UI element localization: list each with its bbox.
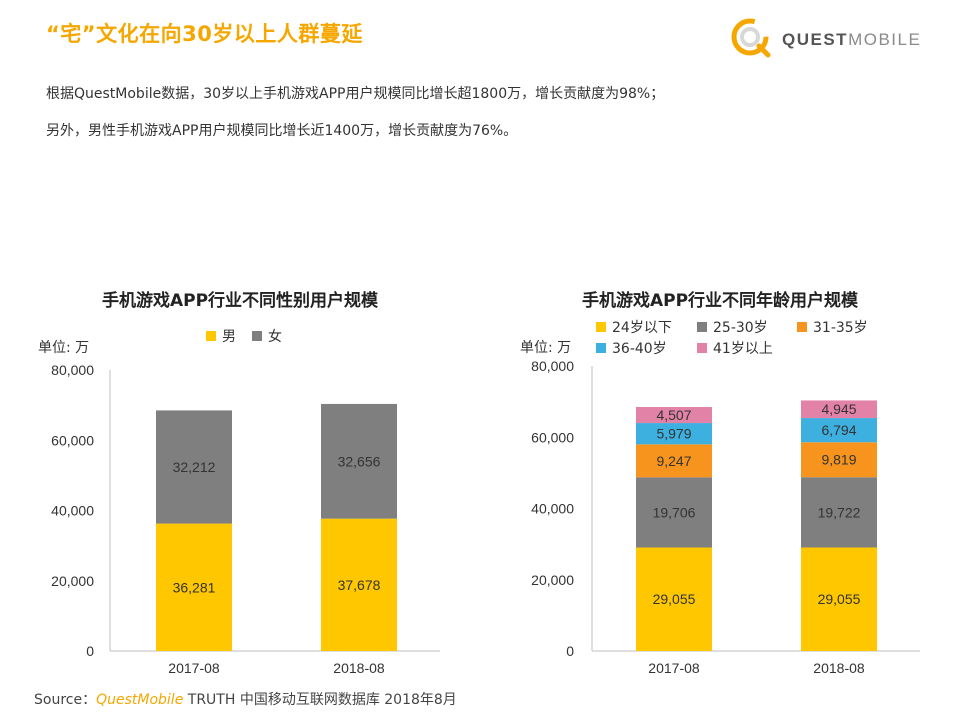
- y-unit-label: 单位: 万: [38, 340, 89, 356]
- source-note: Source：QuestMobile TRUTH 中国移动互联网数据库 2018…: [34, 689, 457, 709]
- y-tick-label: 80,000: [51, 362, 94, 378]
- description-line-1: 根据QuestMobile数据，30岁以上手机游戏APP用户规模同比增长超180…: [46, 86, 665, 102]
- legend-swatch: [697, 322, 707, 332]
- y-tick-label: 20,000: [531, 572, 574, 588]
- chart-title: 手机游戏APP行业不同性别用户规模: [102, 290, 379, 311]
- legend-label: 24岁以下: [612, 320, 672, 336]
- data-label: 32,212: [173, 459, 216, 475]
- data-label: 4,945: [821, 401, 856, 417]
- legend-swatch: [206, 331, 216, 341]
- page-title: “宅”文化在向30岁以上人群蔓延: [46, 22, 363, 46]
- y-tick-label: 60,000: [531, 429, 574, 445]
- data-label: 9,247: [656, 453, 691, 469]
- bar-segment: [636, 406, 712, 424]
- bar-segment: [321, 518, 397, 651]
- bar-segment: [636, 444, 712, 478]
- legend-swatch: [596, 343, 606, 353]
- logo-text-light: MOBILE: [848, 30, 922, 49]
- data-label: 19,722: [818, 504, 861, 520]
- data-label: 36,281: [173, 579, 216, 595]
- legend-swatch: [596, 322, 606, 332]
- legend-label: 31-35岁: [813, 320, 868, 336]
- data-label: 29,055: [818, 591, 861, 607]
- logo-wordmark: QUESTMOBILE: [782, 30, 921, 50]
- bar-segment: [636, 423, 712, 445]
- data-label: 29,055: [653, 591, 696, 607]
- bar-segment: [801, 442, 877, 478]
- y-tick-label: 40,000: [531, 501, 574, 517]
- y-unit-label: 单位: 万: [520, 340, 571, 356]
- x-tick-label: 2017-08: [168, 660, 220, 676]
- y-tick-label: 20,000: [51, 573, 94, 589]
- y-tick-label: 40,000: [51, 503, 94, 519]
- x-tick-label: 2018-08: [813, 660, 865, 676]
- legend-label: 41岁以上: [713, 341, 773, 357]
- legend-swatch: [697, 343, 707, 353]
- source-brand: QuestMobile: [96, 692, 184, 708]
- logo-icon: [731, 18, 771, 58]
- bar-segment: [801, 400, 877, 419]
- y-tick-label: 80,000: [531, 358, 574, 374]
- bar-segment: [801, 477, 877, 548]
- y-tick-label: 0: [86, 643, 94, 659]
- bar-segment: [801, 547, 877, 651]
- legend-swatch: [252, 331, 262, 341]
- legend-label: 25-30岁: [713, 320, 768, 336]
- source-label: Source：: [34, 692, 97, 708]
- description-line-2: 另外，男性手机游戏APP用户规模同比增长近1400万，增长贡献度为76%。: [46, 123, 518, 139]
- bar-segment: [156, 410, 232, 524]
- x-tick-label: 2018-08: [333, 660, 385, 676]
- bar-segment: [321, 403, 397, 519]
- data-label: 5,979: [656, 426, 691, 442]
- legend-label: 女: [268, 328, 282, 345]
- data-label: 19,706: [653, 504, 696, 520]
- x-tick-label: 2017-08: [648, 660, 700, 676]
- bar-segment: [801, 418, 877, 443]
- data-label: 4,507: [656, 407, 691, 423]
- data-label: 9,819: [821, 452, 856, 468]
- source-rest: TRUTH 中国移动互联网数据库 2018年8月: [183, 692, 457, 708]
- logo-text-bold: QUEST: [782, 30, 849, 49]
- bar-segment: [156, 523, 232, 651]
- y-tick-label: 60,000: [51, 432, 94, 448]
- legend-label: 男: [222, 329, 236, 345]
- questmobile-logo: QUESTMOBILE: [726, 12, 936, 62]
- bar-segment: [636, 547, 712, 651]
- chart-title: 手机游戏APP行业不同年龄用户规模: [582, 290, 859, 311]
- legend-label: 36-40岁: [612, 341, 667, 357]
- data-label: 37,678: [338, 577, 381, 593]
- data-label: 6,794: [821, 422, 856, 438]
- data-label: 32,656: [338, 453, 381, 469]
- bar-segment: [636, 477, 712, 548]
- y-tick-label: 0: [566, 643, 574, 659]
- legend-swatch: [797, 322, 807, 332]
